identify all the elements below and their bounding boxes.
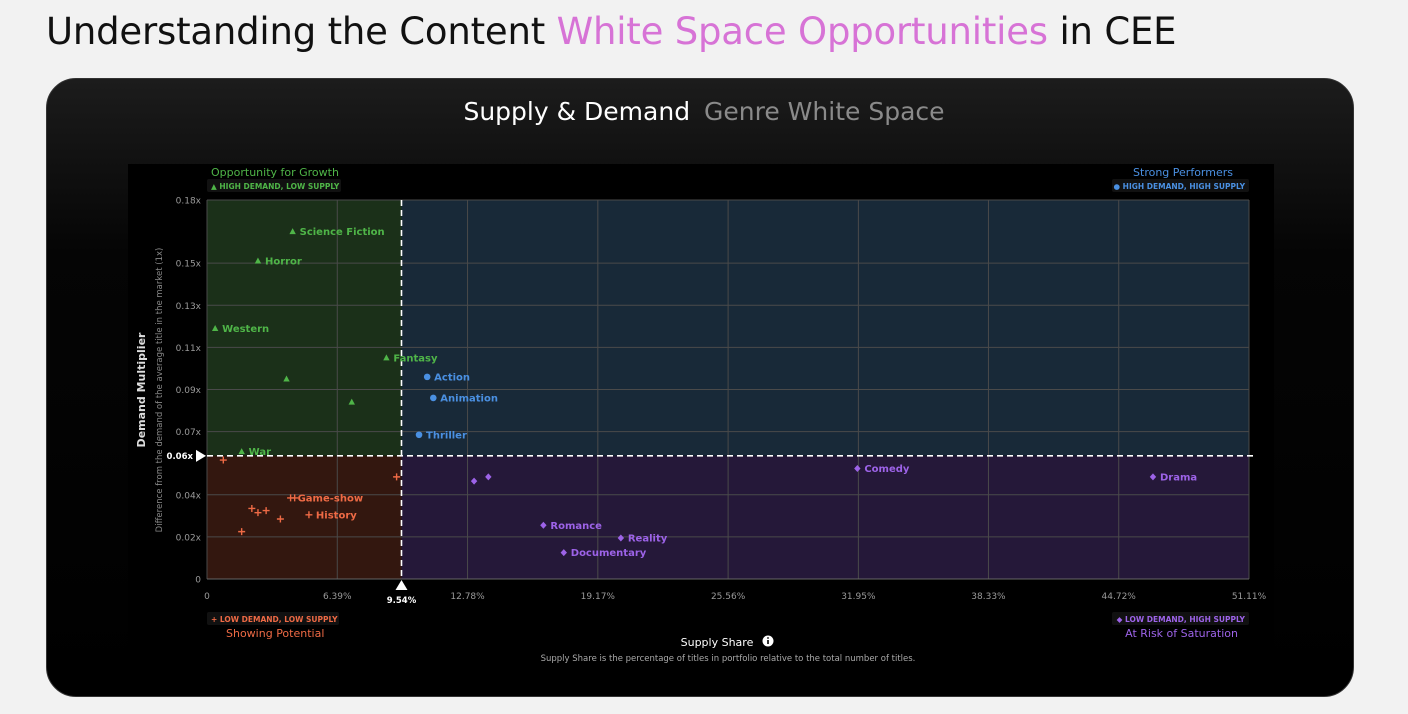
quadrant-top-left-badge-bg xyxy=(207,179,341,192)
threshold-y-marker-icon xyxy=(196,449,206,462)
page-title: Understanding the Content White Space Op… xyxy=(46,8,1177,56)
y-axis-ticks: 0 0.02x 0.04x 0.07x 0.09x 0.11x 0.13x 0.15x 0.18… xyxy=(176,197,202,586)
data-point-plus[interactable] xyxy=(262,507,270,515)
quadrant-top-right-badge-bg xyxy=(1112,179,1249,192)
data-point-diamond[interactable]: Comedy xyxy=(854,464,910,475)
quadrant-bottom-right-badge: ◆ LOW DEMAND, HIGH SUPPLY xyxy=(1117,615,1246,624)
quadrant-top-left-title: Opportunity for Growth xyxy=(211,166,339,179)
x-axis-title: Supply Share xyxy=(681,636,754,649)
threshold-x-label: 9.54% xyxy=(387,596,417,606)
data-point-label: Fantasy xyxy=(393,353,438,364)
data-point-label: War xyxy=(249,447,271,458)
data-point-label: Drama xyxy=(1160,472,1197,483)
data-point-triangle[interactable]: Science Fiction xyxy=(289,227,385,238)
data-point-triangle[interactable] xyxy=(348,398,355,405)
y-tick-label: 0.09x xyxy=(176,386,202,396)
data-point-diamond[interactable]: Drama xyxy=(1149,472,1197,483)
y-tick-label: 0.02x xyxy=(176,533,202,543)
quadrant-bottom-left-title: Showing Potential xyxy=(226,627,324,640)
data-point-label: History xyxy=(316,510,357,521)
y-tick-label: 0.11x xyxy=(176,344,202,354)
card-title-primary: Supply & Demand xyxy=(463,97,691,126)
quadrant-top-right-title: Strong Performers xyxy=(1133,166,1233,179)
data-point-plus[interactable]: Game-show xyxy=(287,493,363,504)
data-point-plus[interactable] xyxy=(238,528,246,536)
x-tick-label: 38.33% xyxy=(971,592,1006,602)
threshold-y-label: 0.06x xyxy=(167,452,194,462)
info-circle-icon[interactable] xyxy=(762,635,774,647)
x-tick-label: 44.72% xyxy=(1102,592,1137,602)
page-title-prefix: Understanding the Content xyxy=(46,10,557,53)
data-point-label: Horror xyxy=(265,257,302,268)
data-point-label: Thriller xyxy=(426,430,467,441)
x-tick-label: 0 xyxy=(204,592,210,602)
quadrant-top-right-badge: ● HIGH DEMAND, HIGH SUPPLY xyxy=(1114,182,1246,191)
page-title-accent: White Space Opportunities xyxy=(556,10,1049,53)
data-point-triangle[interactable]: Horror xyxy=(254,257,302,268)
card-title-secondary: Genre White Space xyxy=(704,97,945,126)
quadrant-bottom-right-bg xyxy=(401,455,1249,579)
x-tick-label: 12.78% xyxy=(450,592,485,602)
quadrant-bottom-left-bg xyxy=(207,455,402,579)
y-axis-title: Demand Multiplier xyxy=(135,332,148,447)
page-title-suffix: in CEE xyxy=(1047,10,1177,53)
quadrant-top-left-badge: ▲ HIGH DEMAND, LOW SUPPLY xyxy=(211,182,340,191)
data-point-plus[interactable] xyxy=(393,473,401,481)
threshold-x-marker-icon xyxy=(395,580,408,590)
data-point-plus[interactable] xyxy=(276,515,284,523)
quadrant-top-right-bg xyxy=(401,200,1249,456)
y-tick-label: 0.13x xyxy=(176,302,202,312)
x-tick-label: 51.11% xyxy=(1232,592,1267,602)
data-point-label: Documentary xyxy=(571,548,647,559)
data-point-label: Western xyxy=(222,324,269,335)
data-point-plus[interactable] xyxy=(219,456,227,464)
data-point-circle[interactable]: Animation xyxy=(430,393,498,404)
y-axis-subtitle: Difference from the demand of the averag… xyxy=(155,248,165,533)
x-tick-label: 19.17% xyxy=(581,592,616,602)
x-tick-label: 6.39% xyxy=(323,592,352,602)
data-point-label: Reality xyxy=(628,533,668,544)
data-point-label: Science Fiction xyxy=(300,227,385,238)
quadrant-top-left-bg xyxy=(207,200,402,456)
data-point-triangle[interactable]: War xyxy=(238,447,271,458)
data-point-diamond[interactable] xyxy=(470,477,478,485)
quadrant-bottom-left-badge-bg xyxy=(207,612,339,625)
x-tick-label: 31.95% xyxy=(841,592,876,602)
data-point-diamond[interactable]: Reality xyxy=(617,533,668,544)
quadrant-bottom-right-badge-bg xyxy=(1112,612,1249,625)
data-point-plus[interactable] xyxy=(248,504,256,512)
quadrant-bottom-right-title: At Risk of Saturation xyxy=(1125,627,1238,640)
data-point-circle[interactable]: Action xyxy=(423,372,470,383)
x-axis-ticks: 0 6.39% 12.78% 19.17% 25.56% 31.95% 38.33% 44.7… xyxy=(204,592,1266,602)
data-point-triangle[interactable] xyxy=(283,375,290,382)
data-point-plus[interactable] xyxy=(254,509,262,517)
data-point-label: Game-show xyxy=(298,493,364,504)
data-point-label: Action xyxy=(434,372,470,383)
card-header: Supply & Demand Genre White Space xyxy=(0,96,1408,128)
data-point-diamond[interactable]: Documentary xyxy=(560,548,647,559)
x-axis-subtitle: Supply Share is the percentage of titles… xyxy=(541,654,916,664)
data-points: Science Fiction Horror Western Fantasy War Ac… xyxy=(211,227,1197,559)
data-point-plus[interactable]: History xyxy=(305,510,357,521)
data-point-triangle[interactable]: Fantasy xyxy=(383,353,438,364)
data-point-diamond[interactable]: Romance xyxy=(540,521,602,532)
data-point-diamond[interactable] xyxy=(485,473,492,481)
y-tick-label: 0 xyxy=(195,576,201,586)
y-tick-label: 0.18x xyxy=(176,197,202,207)
y-tick-label: 0.15x xyxy=(176,260,202,270)
quadrant-bottom-left-badge: + LOW DEMAND, LOW SUPPLY xyxy=(211,615,338,624)
y-tick-label: 0.04x xyxy=(176,491,202,501)
data-point-label: Comedy xyxy=(864,464,910,475)
y-tick-label: 0.07x xyxy=(176,428,202,438)
data-point-label: Animation xyxy=(440,393,498,404)
threshold-lines: 9.54% 0.06x xyxy=(167,200,1253,606)
data-point-circle[interactable]: Thriller xyxy=(415,430,467,441)
data-point-plus[interactable] xyxy=(291,494,299,502)
data-point-label: Romance xyxy=(550,521,602,532)
x-tick-label: 25.56% xyxy=(711,592,746,602)
data-point-triangle[interactable]: Western xyxy=(211,324,269,335)
chart-grid xyxy=(206,199,1250,580)
